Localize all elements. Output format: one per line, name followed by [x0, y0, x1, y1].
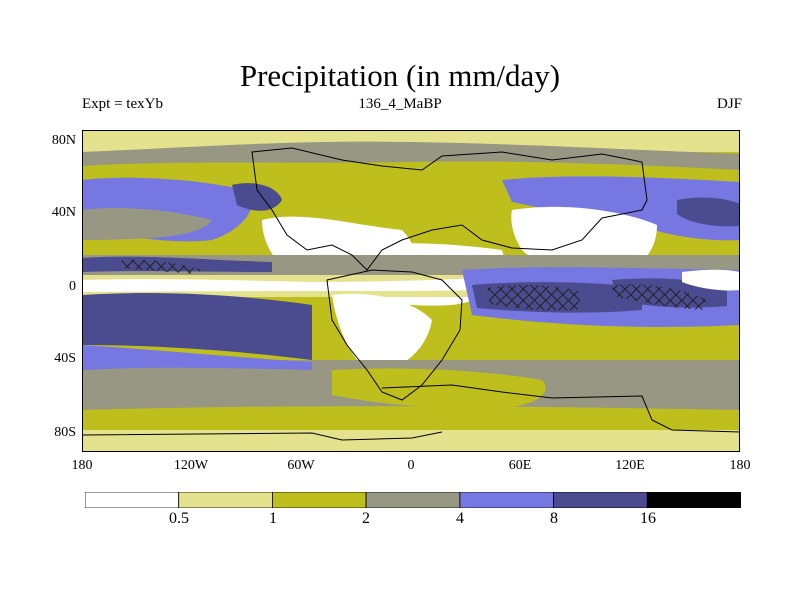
lat-tick-0: 0	[69, 279, 76, 294]
colorbar-swatch-1	[85, 492, 180, 508]
colorbar-label-2: 2	[362, 510, 370, 527]
lat-tick-40n: 40N	[51, 205, 76, 220]
colorbar	[85, 492, 741, 508]
heavy-precip-region-1	[487, 285, 582, 311]
map-frame	[82, 130, 740, 452]
colorbar-label-8: 8	[550, 510, 558, 527]
northern-gray-band	[82, 141, 740, 170]
lon-tick-60e: 60E	[508, 458, 532, 473]
lat-tick-80s: 80S	[54, 425, 76, 440]
colorbar-swatch-5	[459, 492, 554, 508]
southern-dry-zone	[332, 293, 432, 375]
colorbar-swatch-7	[646, 492, 741, 508]
lon-tick-60w: 60W	[287, 458, 315, 473]
lon-tick-180e: 180	[729, 458, 751, 473]
heavy-precip-region-2	[612, 284, 707, 310]
lon-tick-120w: 120W	[173, 458, 209, 473]
colorbar-swatch-4	[365, 492, 461, 508]
south-pacific-convergence	[82, 293, 312, 360]
precipitation-map	[82, 130, 740, 452]
lat-tick-40s: 40S	[54, 351, 76, 366]
north-atlantic-storm-track	[502, 176, 740, 241]
age-label: 136_4_MaBP	[358, 96, 442, 112]
colorbar-swatch-3	[271, 492, 367, 508]
northern-continent-outline	[251, 147, 648, 271]
southern-continent-outline	[326, 269, 463, 401]
colorbar-swatch-6	[553, 492, 648, 508]
plot-title: Precipitation (in mm/day)	[239, 58, 561, 93]
equatorial-dry-band	[82, 278, 482, 292]
south-atlantic-region	[332, 368, 546, 409]
lon-tick-120e: 120E	[615, 458, 645, 473]
colorbar-label-16: 16	[640, 510, 656, 527]
experiment-label: Expt = texYb	[82, 96, 163, 112]
colorbar-label-0.5: 0.5	[169, 510, 189, 527]
colorbar-label-1: 1	[269, 510, 277, 527]
lon-tick-0: 0	[407, 458, 415, 473]
colorbar-label-4: 4	[456, 510, 464, 527]
colorbar-swatch-2	[178, 492, 273, 508]
antarctic-band	[82, 430, 740, 452]
lon-tick-180w: 180	[71, 458, 93, 473]
season-label: DJF	[716, 96, 742, 112]
lat-tick-80n: 80N	[51, 133, 76, 148]
